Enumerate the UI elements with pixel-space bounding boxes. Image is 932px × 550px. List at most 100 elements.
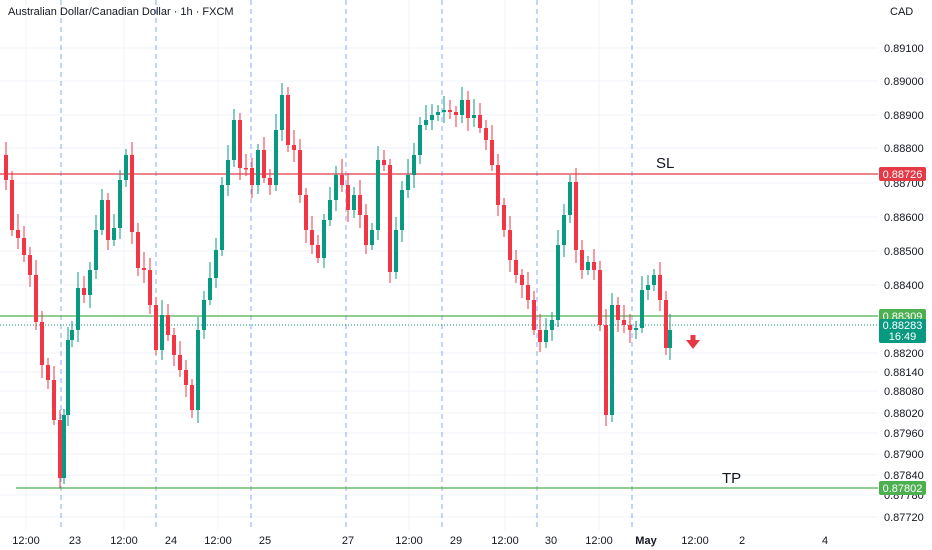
candle-body xyxy=(232,120,236,160)
candle-body xyxy=(508,230,512,260)
tp-annotation: TP xyxy=(722,470,741,487)
candle-body xyxy=(202,300,206,330)
candle-body xyxy=(250,168,254,185)
y-tick-label: 0.88800 xyxy=(884,143,924,155)
candle-body xyxy=(322,220,326,258)
y-tick-label: 0.87840 xyxy=(884,470,924,482)
x-tick-label: 12:00 xyxy=(395,535,423,547)
candle-body xyxy=(664,300,668,348)
candle-body xyxy=(46,365,50,380)
y-tick-label: 0.88080 xyxy=(884,386,924,398)
candle-body xyxy=(478,115,482,128)
candle-body xyxy=(142,268,146,270)
candle-body xyxy=(136,232,140,268)
candle-body xyxy=(532,300,536,330)
candle-body xyxy=(406,175,410,190)
candle-body xyxy=(436,112,440,115)
x-tick-label: 12:00 xyxy=(204,535,232,547)
candle-body xyxy=(184,370,188,385)
candle-body xyxy=(460,100,464,115)
y-tick-label: 0.89000 xyxy=(884,76,924,88)
price-tag-label: 0.87802 xyxy=(883,483,923,495)
candle-body xyxy=(604,325,608,415)
current-price-label: 0.88283 xyxy=(883,320,923,332)
candle-body xyxy=(34,275,38,322)
candle-body xyxy=(382,160,386,165)
session-separators xyxy=(60,0,633,530)
candle-body xyxy=(622,320,626,325)
candle-body xyxy=(496,165,500,205)
candle-body xyxy=(76,288,80,330)
candle-body xyxy=(442,110,446,112)
candle-body xyxy=(166,315,170,335)
candle-body xyxy=(610,305,614,415)
candle-body xyxy=(160,315,164,350)
level-lines xyxy=(0,173,878,489)
candle-body xyxy=(412,155,416,175)
candle-body xyxy=(106,200,110,240)
candle-body xyxy=(88,270,92,295)
candle-body xyxy=(22,238,26,255)
y-tick-label: 0.87900 xyxy=(884,449,924,461)
candle-body xyxy=(310,230,314,245)
x-tick-label: 29 xyxy=(450,535,462,547)
candle-body xyxy=(10,180,14,230)
candle-body xyxy=(130,155,134,232)
candle-body xyxy=(472,115,476,118)
y-tick-label: 0.88600 xyxy=(884,212,924,224)
candle-body xyxy=(640,290,644,328)
candle-body xyxy=(340,175,344,185)
candle-body xyxy=(58,420,62,478)
candle-body xyxy=(484,128,488,140)
candle-body xyxy=(388,165,392,272)
x-tick-label: 23 xyxy=(69,535,81,547)
candle-body xyxy=(40,322,44,365)
candle-body xyxy=(430,115,434,120)
candle-body xyxy=(526,285,530,300)
candle-body xyxy=(52,380,56,420)
x-tick-label: 12:00 xyxy=(12,535,40,547)
candle-body xyxy=(100,200,104,230)
candle-body xyxy=(66,340,70,415)
candle-body xyxy=(172,335,176,355)
candle-body xyxy=(568,182,572,215)
candle-body xyxy=(646,285,650,290)
candle-body xyxy=(574,182,578,250)
x-axis[interactable]: 12:00 23 12:00 24 12:00 25 27 12:00 29 12:00 30 12:… xyxy=(12,535,828,547)
candle-body xyxy=(190,385,194,410)
candle-body xyxy=(352,195,356,210)
x-tick-label: 30 xyxy=(545,535,557,547)
candle-body xyxy=(490,140,494,165)
currency-label: CAD xyxy=(890,6,913,18)
candle-body xyxy=(208,278,212,300)
candle-body xyxy=(328,200,332,220)
y-tick-label: 0.87720 xyxy=(884,512,924,524)
y-tick-label: 0.88020 xyxy=(884,408,924,420)
candle-body xyxy=(418,125,422,155)
y-tick-label: 0.88400 xyxy=(884,280,924,292)
candle-body xyxy=(70,330,74,340)
candle-body xyxy=(358,195,362,215)
x-tick-label: 24 xyxy=(165,535,177,547)
y-tick-label: 0.88200 xyxy=(884,348,924,360)
candle-body xyxy=(262,150,266,178)
candle-body xyxy=(62,415,66,478)
chart-title: Australian Dollar/Canadian Dollar · 1h ·… xyxy=(8,6,234,18)
candles xyxy=(4,83,672,488)
candle-body xyxy=(196,330,200,410)
candle-body xyxy=(520,275,524,285)
candle-body xyxy=(220,185,224,250)
grid xyxy=(0,0,878,530)
candle-body xyxy=(544,330,548,342)
candle-body xyxy=(118,180,122,228)
candle-body xyxy=(124,155,128,180)
candle-body xyxy=(4,155,8,180)
candle-body xyxy=(268,178,272,185)
candle-body xyxy=(586,262,590,270)
candle-body xyxy=(556,245,560,320)
candle-body xyxy=(274,130,278,185)
y-axis[interactable]: 0.891000.890000.889000.888000.887000.886… xyxy=(884,43,924,524)
candle-body xyxy=(514,260,518,275)
candle-body xyxy=(466,100,470,118)
